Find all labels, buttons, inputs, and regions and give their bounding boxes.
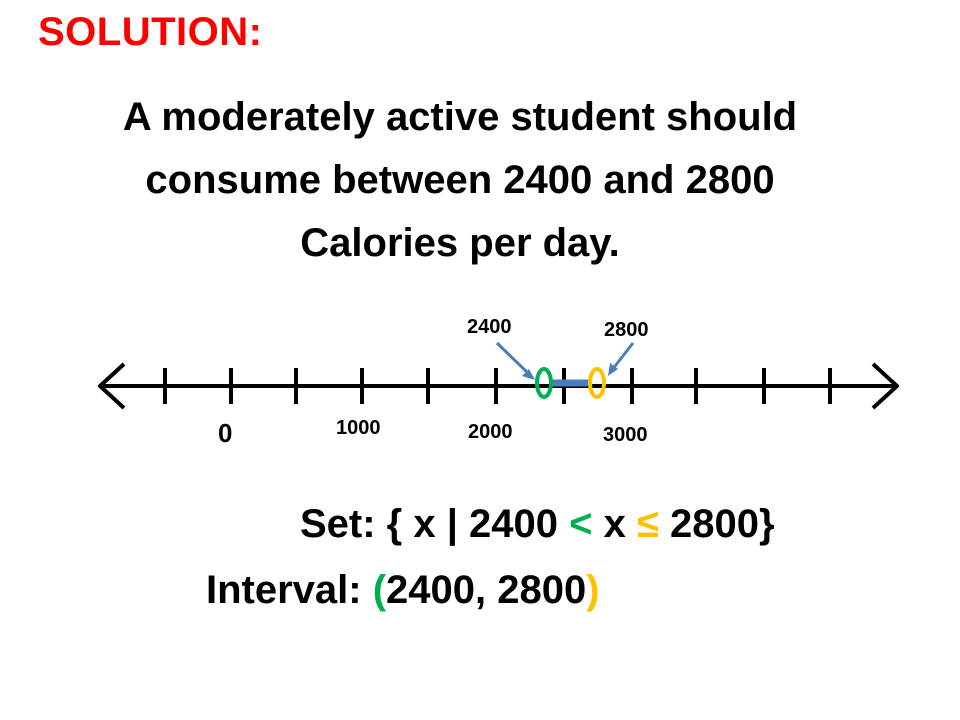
problem-statement: A moderately active student should consu… xyxy=(0,86,920,275)
open-endpoint-2800 xyxy=(588,367,606,399)
callout-arrow-2800 xyxy=(610,342,635,371)
set-prefix: Set: { x | 2400 xyxy=(300,502,570,546)
problem-line-2: consume between 2400 and 2800 xyxy=(145,158,775,202)
solution-heading: SOLUTION: xyxy=(38,10,263,54)
interval-notation: Interval: (2400, 2800) xyxy=(206,568,600,613)
callout-arrowhead-2400 xyxy=(522,369,535,380)
right-arrowhead xyxy=(871,362,899,410)
set-notation: Set: { x | 2400 < x ≤ 2800} xyxy=(300,502,775,547)
interval-open-paren: ( xyxy=(372,568,387,612)
callout-label-2400: 2400 xyxy=(467,316,512,338)
problem-line-3: Calories per day. xyxy=(300,221,620,265)
problem-line-1: A moderately active student should xyxy=(122,95,798,139)
set-less-than: < xyxy=(569,502,593,546)
set-less-equal: ≤ xyxy=(636,502,659,546)
tick-label-0: 0 xyxy=(218,418,232,448)
open-endpoint-2400 xyxy=(535,367,553,399)
callout-label-2800: 2800 xyxy=(604,319,649,341)
left-arrowhead xyxy=(98,362,126,410)
interval-body: 2400, 2800 xyxy=(386,568,587,612)
tick-label-3000: 3000 xyxy=(603,424,648,446)
interval-close-paren: ) xyxy=(586,568,600,612)
set-middle: x xyxy=(592,502,637,546)
set-suffix: 2800} xyxy=(658,502,775,546)
callout-arrow-2400 xyxy=(495,341,533,378)
callout-arrowhead-2800 xyxy=(608,363,618,376)
interval-prefix: Interval: xyxy=(206,568,373,612)
tick-label-1000: 1000 xyxy=(336,417,381,439)
tick-label-2000: 2000 xyxy=(468,421,513,443)
